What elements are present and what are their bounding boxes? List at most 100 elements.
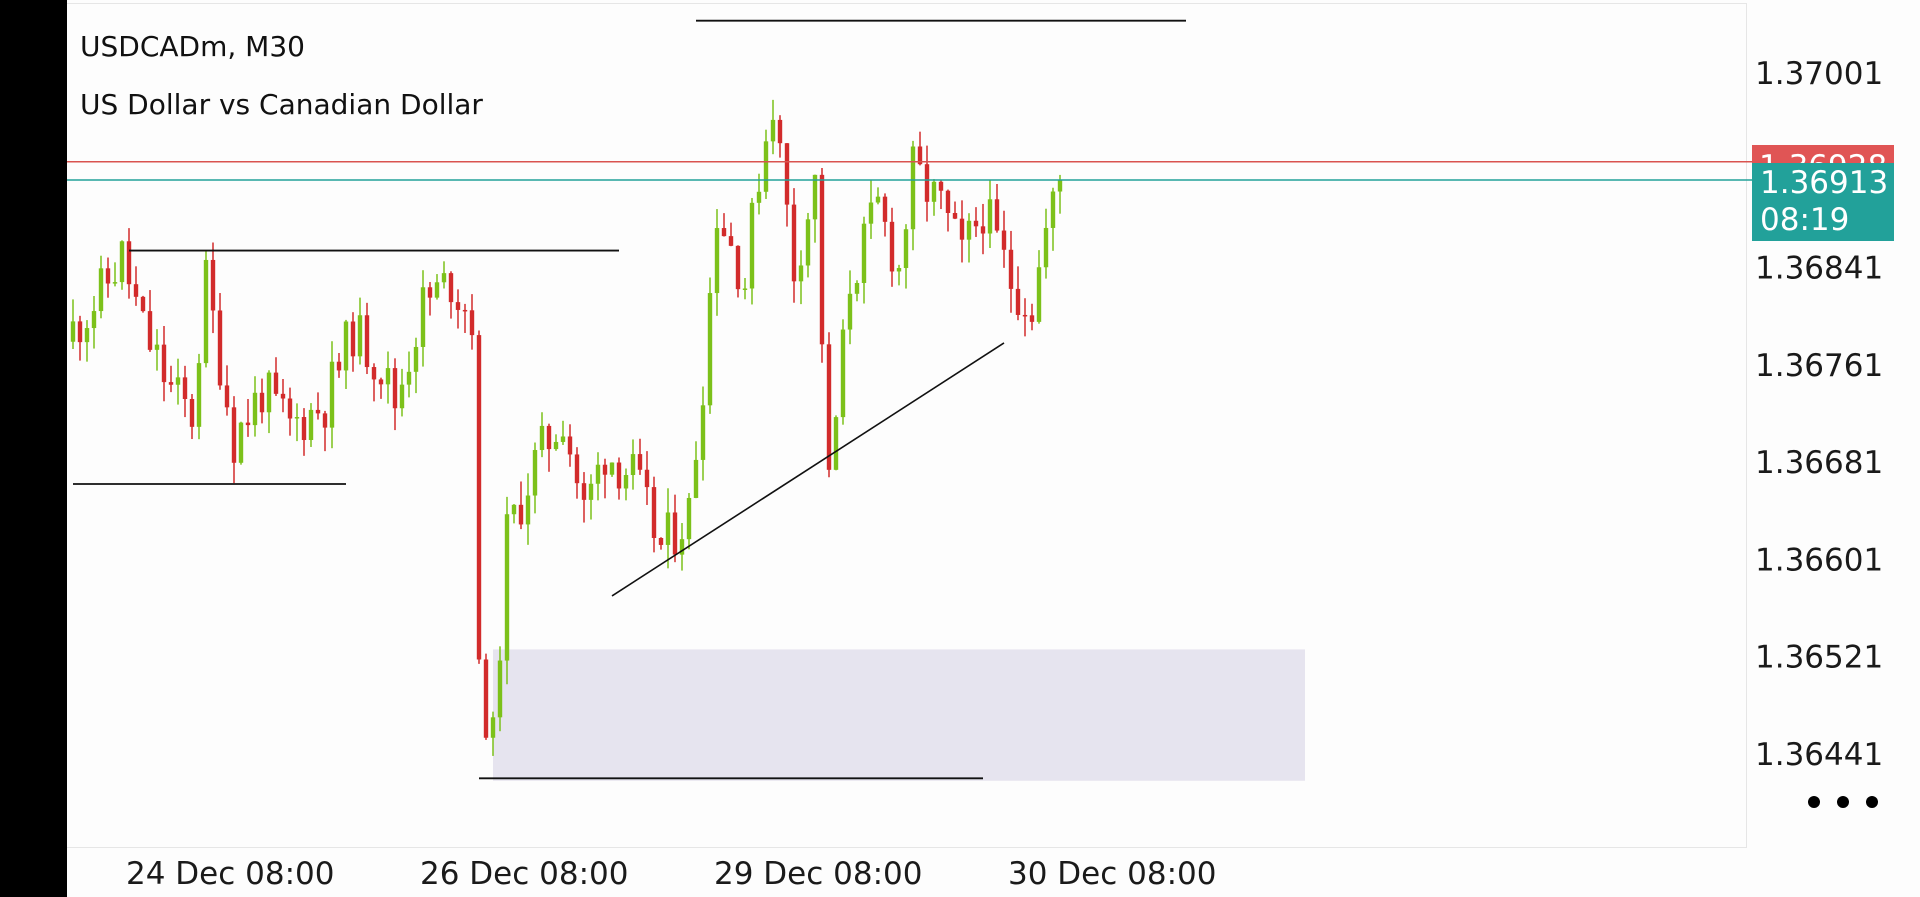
candle-body: [966, 220, 972, 240]
candle-body: [357, 315, 363, 357]
candle-body: [343, 321, 349, 371]
candle-body: [910, 146, 916, 230]
candle-body: [294, 417, 300, 419]
y-tick-label: 1.36521: [1755, 640, 1883, 676]
candle-body: [714, 228, 720, 294]
candle-body: [399, 384, 405, 409]
candle-body: [658, 537, 664, 545]
price-zone: [493, 649, 1305, 781]
price-line-layer: [67, 161, 1890, 181]
candle-body: [637, 454, 643, 470]
candle-body: [798, 265, 804, 282]
candle-body: [413, 346, 419, 372]
candle-body: [693, 459, 699, 498]
candle-body: [385, 368, 391, 385]
y-axis: 1.370011.369211.368411.367611.366811.366…: [1755, 56, 1883, 773]
candle-body: [819, 174, 825, 345]
candle-body: [308, 409, 314, 441]
ask-price-tag: 1.36913 08:19: [1752, 163, 1894, 241]
more-options-button[interactable]: [1800, 786, 1890, 816]
candle-body: [980, 226, 986, 234]
candle-body: [203, 259, 209, 364]
candle-body: [77, 321, 83, 343]
candle-body: [896, 268, 902, 272]
candle-body: [679, 539, 685, 555]
candle-body: [168, 382, 174, 385]
candle-body: [931, 181, 937, 202]
candle-body: [784, 143, 790, 205]
candle-body: [1001, 230, 1007, 250]
candle-body: [721, 228, 727, 237]
candle-body: [826, 344, 832, 470]
candle-body: [539, 425, 545, 451]
candle-body: [833, 417, 839, 470]
candle-body: [378, 379, 384, 385]
candle-body: [301, 417, 307, 441]
candle-body: [210, 259, 216, 311]
candle-body: [728, 236, 734, 246]
annotation-layer[interactable]: [73, 19, 1186, 780]
candle-body: [1022, 314, 1028, 317]
candle-body: [1057, 180, 1063, 192]
candle-body: [504, 514, 510, 661]
candle-body: [119, 241, 125, 283]
candle-body: [238, 422, 244, 463]
candle-body: [336, 361, 342, 371]
y-tick-label: 1.37001: [1755, 56, 1883, 92]
candle-body: [350, 321, 356, 357]
candle-body: [1015, 288, 1021, 315]
candle-body: [532, 450, 538, 496]
candle-body: [924, 164, 930, 202]
candle-body: [224, 385, 230, 408]
candle-body: [588, 483, 594, 500]
candle-body: [497, 660, 503, 718]
candle-body: [700, 405, 706, 460]
candle-body: [189, 399, 195, 427]
ask-price-value: 1.36913: [1760, 165, 1889, 201]
candle-body: [133, 284, 139, 297]
candle-body: [259, 392, 265, 413]
candle-body: [266, 372, 272, 413]
three-dots-icon: [1837, 796, 1849, 808]
candle-body: [973, 220, 979, 227]
candle-body: [707, 293, 713, 406]
candle-body: [882, 196, 888, 222]
x-tick-label: 26 Dec 08:00: [420, 856, 628, 892]
x-axis: 24 Dec 08:00 26 Dec 08:00 29 Dec 08:00 30 D…: [126, 856, 1216, 892]
candle-body: [525, 495, 531, 525]
y-tick-label: 1.36841: [1755, 251, 1883, 287]
candle-body: [462, 309, 468, 312]
candle-body: [672, 512, 678, 555]
x-tick-label: 29 Dec 08:00: [714, 856, 922, 892]
trend-line: [611, 342, 1005, 597]
candle-body: [371, 367, 377, 380]
candle-body: [154, 344, 160, 350]
candle-body: [175, 377, 181, 385]
candle-body: [987, 199, 993, 234]
candle-body: [406, 371, 412, 385]
left-black-bar: [0, 0, 67, 897]
candle-body: [364, 315, 370, 368]
candle-body: [126, 241, 132, 285]
candle-body: [686, 497, 692, 540]
candle-body: [595, 464, 601, 484]
candle-body: [889, 221, 895, 272]
candle-body: [994, 199, 1000, 231]
candle-body: [147, 311, 153, 350]
x-tick-label: 24 Dec 08:00: [126, 856, 334, 892]
candle-body: [427, 287, 433, 298]
candle-body: [651, 487, 657, 538]
candle-body: [581, 483, 587, 500]
y-tick-label: 1.36681: [1755, 445, 1883, 481]
candle-body: [112, 282, 118, 284]
candle-body: [630, 454, 636, 476]
candle-body: [777, 119, 783, 144]
candle-body: [511, 504, 517, 515]
candle-body: [1036, 267, 1042, 322]
candle-body: [434, 282, 440, 298]
candle-body: [560, 436, 566, 442]
candle-body: [196, 363, 202, 427]
candle-body: [791, 204, 797, 282]
y-tick-label: 1.36761: [1755, 348, 1883, 384]
